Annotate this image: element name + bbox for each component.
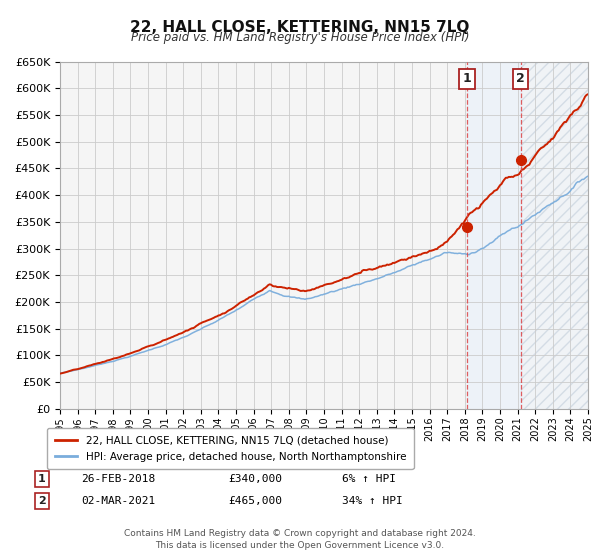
Text: 6% ↑ HPI: 6% ↑ HPI [342, 474, 396, 484]
Text: £465,000: £465,000 [228, 496, 282, 506]
Text: Contains HM Land Registry data © Crown copyright and database right 2024.: Contains HM Land Registry data © Crown c… [124, 529, 476, 538]
Text: Price paid vs. HM Land Registry's House Price Index (HPI): Price paid vs. HM Land Registry's House … [131, 31, 469, 44]
Text: 2: 2 [38, 496, 46, 506]
Text: 26-FEB-2018: 26-FEB-2018 [81, 474, 155, 484]
Text: 1: 1 [463, 72, 472, 85]
Bar [521, 62, 588, 409]
Legend: 22, HALL CLOSE, KETTERING, NN15 7LQ (detached house), HPI: Average price, detach: 22, HALL CLOSE, KETTERING, NN15 7LQ (det… [47, 428, 413, 469]
Bar [467, 62, 521, 409]
Text: 1: 1 [38, 474, 46, 484]
Text: 2: 2 [516, 72, 525, 85]
Text: 02-MAR-2021: 02-MAR-2021 [81, 496, 155, 506]
Text: 34% ↑ HPI: 34% ↑ HPI [342, 496, 403, 506]
Text: £340,000: £340,000 [228, 474, 282, 484]
Text: 22, HALL CLOSE, KETTERING, NN15 7LQ: 22, HALL CLOSE, KETTERING, NN15 7LQ [130, 20, 470, 35]
Text: This data is licensed under the Open Government Licence v3.0.: This data is licensed under the Open Gov… [155, 542, 445, 550]
Bar [521, 62, 588, 409]
